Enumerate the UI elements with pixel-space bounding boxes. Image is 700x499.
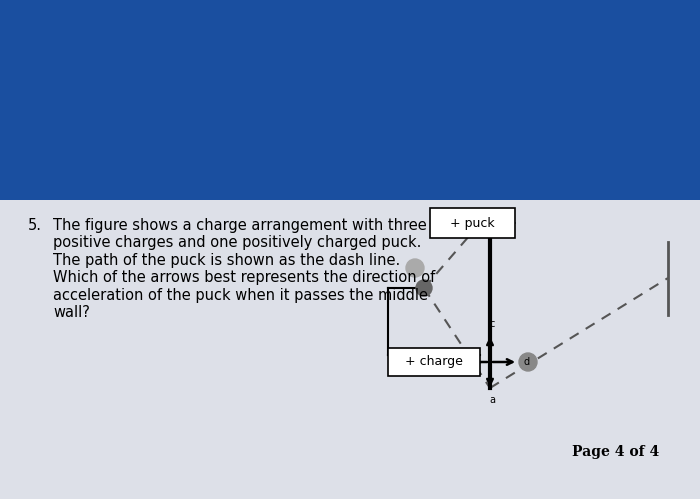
Text: 5.: 5. bbox=[28, 218, 42, 233]
Text: The figure shows a charge arrangement with three
positive charges and one positi: The figure shows a charge arrangement wi… bbox=[53, 218, 435, 320]
Circle shape bbox=[519, 353, 537, 371]
Text: d: d bbox=[523, 357, 529, 367]
Text: a: a bbox=[489, 395, 495, 405]
Text: b: b bbox=[451, 357, 457, 367]
Circle shape bbox=[416, 280, 432, 296]
Text: Page 4 of 4: Page 4 of 4 bbox=[573, 445, 659, 459]
Circle shape bbox=[451, 353, 469, 371]
Bar bbox=[388, 348, 480, 376]
Text: + charge: + charge bbox=[405, 355, 463, 368]
Text: + puck: + puck bbox=[450, 217, 495, 230]
Bar bbox=[430, 208, 515, 238]
Text: c: c bbox=[489, 319, 495, 329]
Circle shape bbox=[406, 259, 424, 277]
